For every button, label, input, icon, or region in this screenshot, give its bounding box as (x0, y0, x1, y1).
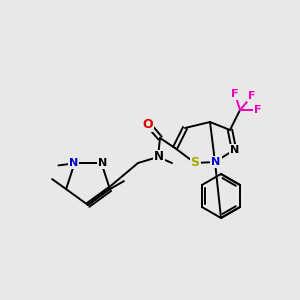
Text: F: F (231, 89, 239, 99)
Text: F: F (254, 105, 262, 115)
Text: N: N (154, 151, 164, 164)
Text: N: N (98, 158, 107, 168)
Text: F: F (248, 91, 256, 101)
Text: N: N (69, 158, 78, 168)
Text: S: S (190, 157, 200, 169)
Text: N: N (212, 157, 220, 167)
Text: N: N (230, 145, 240, 155)
Text: O: O (143, 118, 153, 130)
